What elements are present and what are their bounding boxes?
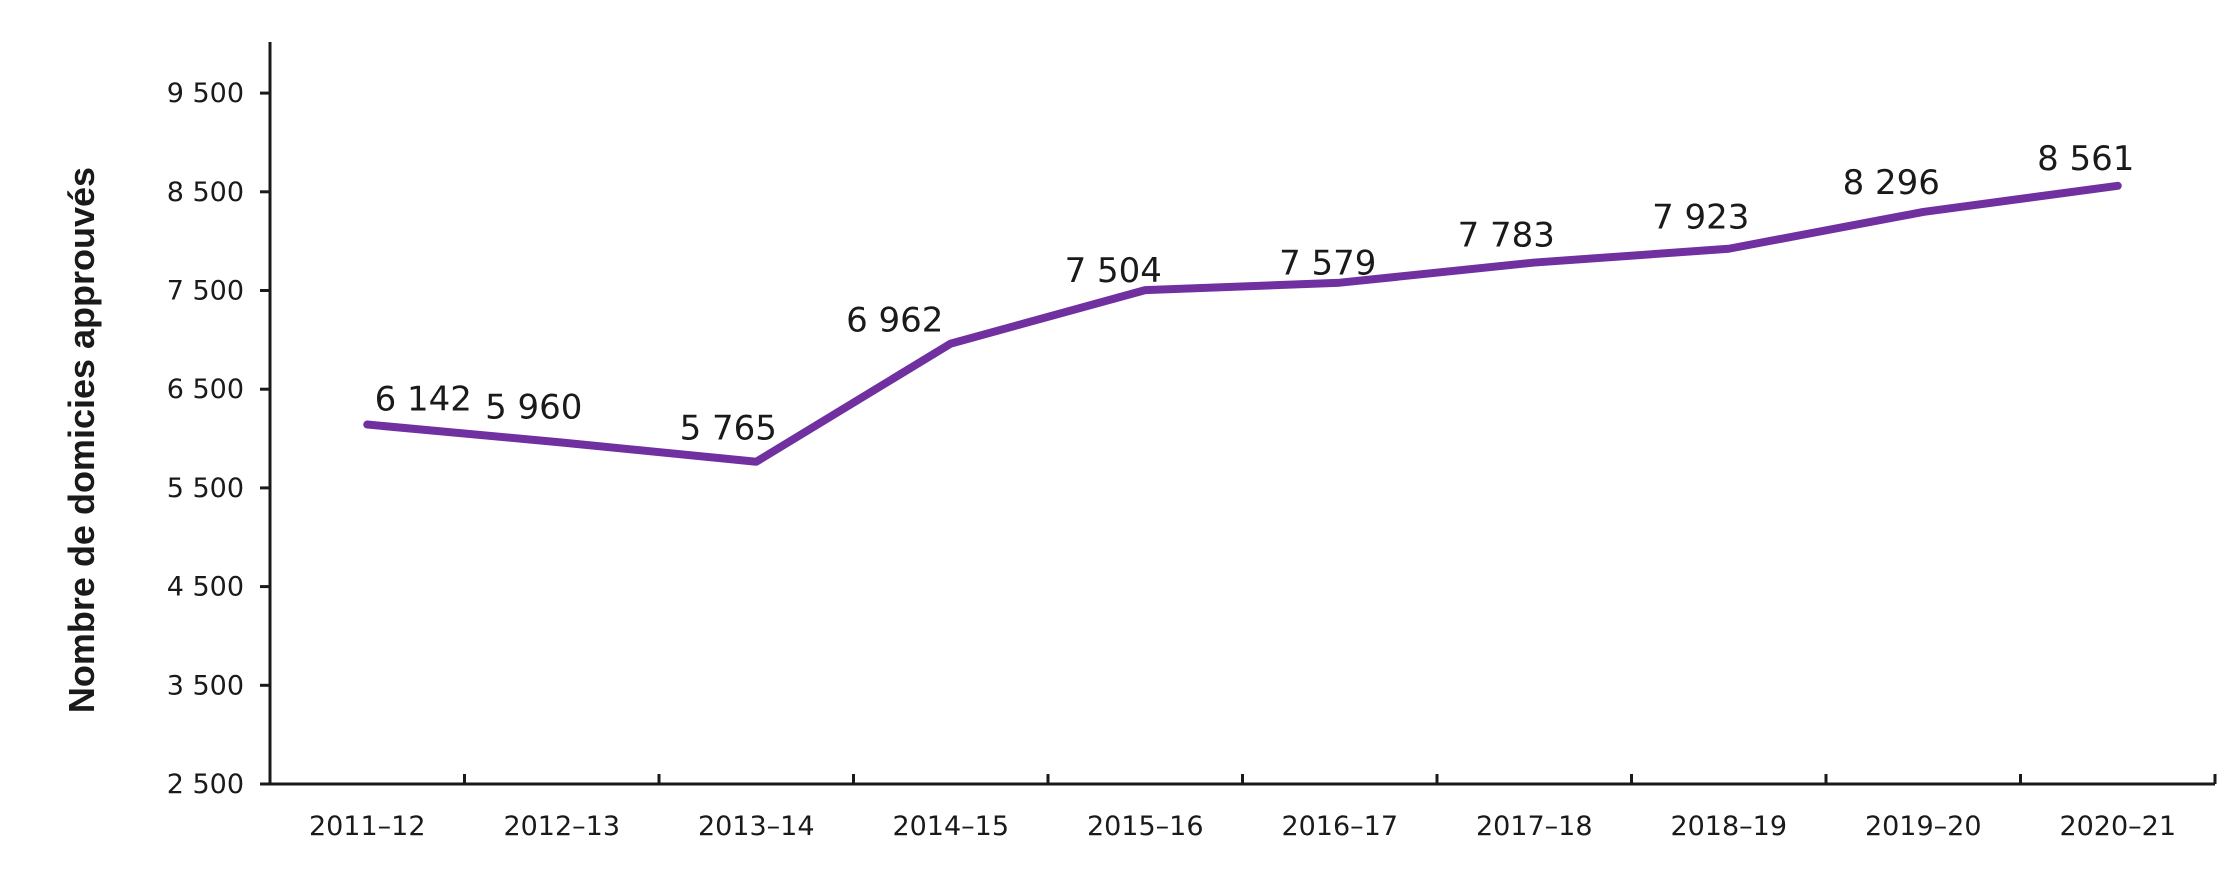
x-tick-label: 2019–20	[1865, 811, 1982, 842]
x-tick-label: 2016–17	[1281, 811, 1398, 842]
y-tick-label: 6 500	[167, 374, 244, 405]
data-label: 8 561	[2037, 139, 2134, 179]
y-tick-label: 4 500	[167, 572, 244, 603]
y-tick-label: 8 500	[167, 177, 244, 208]
y-tick-label: 7 500	[167, 276, 244, 307]
y-tick-label: 2 500	[167, 769, 244, 800]
data-labels: 6 142 5 960 5 765 6 962 7 504 7 579 7 783 7 923…	[375, 139, 2135, 449]
x-tick-label: 2012–13	[503, 811, 620, 842]
x-tick-label: 2018–19	[1670, 811, 1787, 842]
y-tick-label: 5 500	[167, 473, 244, 504]
x-axis-ticks: 2011–12 2012–13 2013–14 2014–15 2015–16 2016–…	[268, 774, 2217, 842]
data-label: 7 504	[1065, 251, 1162, 291]
data-label: 8 296	[1843, 163, 1940, 203]
y-axis-title: Nombre de domicies approuvés	[61, 167, 102, 713]
x-tick-label: 2011–12	[309, 811, 426, 842]
x-tick-label: 2017–18	[1476, 811, 1593, 842]
y-tick-label: 9 500	[167, 78, 244, 109]
data-label: 7 923	[1652, 198, 1749, 238]
x-tick-label: 2015–16	[1087, 811, 1204, 842]
data-label: 6 142	[375, 380, 472, 420]
y-tick-label: 3 500	[167, 670, 244, 701]
data-label: 6 962	[846, 301, 943, 341]
data-label: 7 579	[1279, 244, 1376, 284]
x-tick-label: 2014–15	[892, 811, 1009, 842]
data-label: 5 960	[485, 387, 582, 427]
series-line	[363, 181, 2122, 466]
x-tick-label: 2013–14	[698, 811, 815, 842]
y-axis-ticks: 2 500 3 500 4 500 5 500 6 500 7 500 8 500 9 500	[167, 78, 270, 800]
x-tick-label: 2020–21	[2059, 811, 2176, 842]
series-line-group	[363, 181, 2122, 466]
data-label: 5 765	[680, 409, 777, 449]
data-label: 7 783	[1458, 216, 1555, 256]
